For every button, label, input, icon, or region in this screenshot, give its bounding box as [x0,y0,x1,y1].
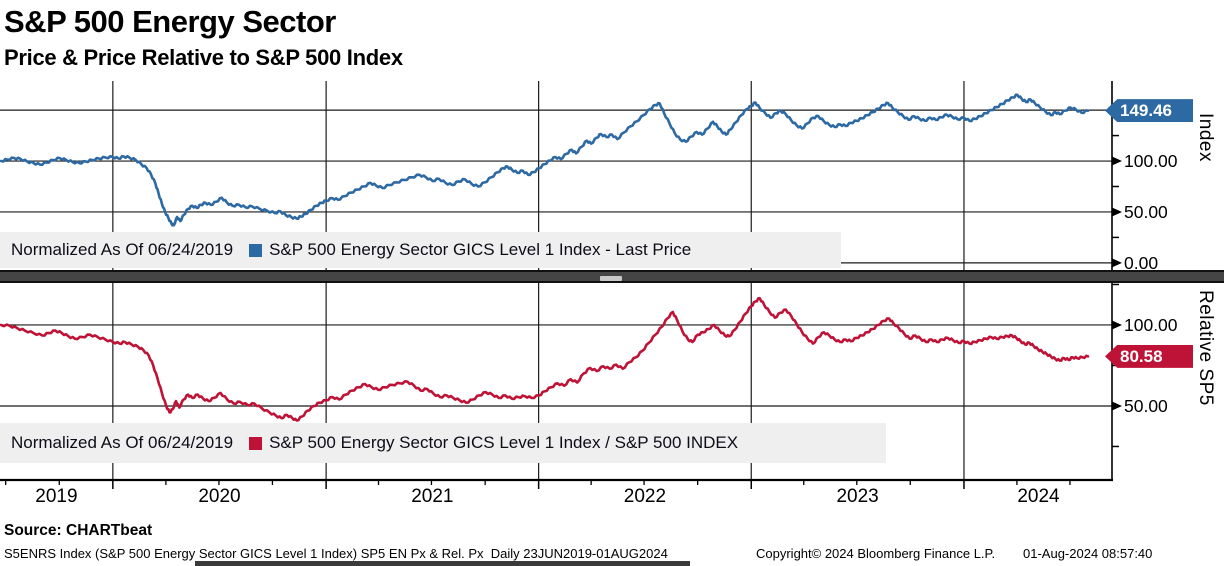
top-series-label: S&P 500 Energy Sector GICS Level 1 Index… [269,240,692,259]
copyright-notice: Copyright© 2024 Bloomberg Finance L.P. [756,546,996,561]
x-axis-year-label: 2024 [1017,486,1060,507]
source-label: Source: CHARTbeat [4,522,153,539]
x-axis-year-label: 2022 [623,486,667,507]
top-last-price-tag: 149.46 [1105,99,1193,123]
bottom-y-axis-title: Relative SP5 [1195,290,1216,406]
x-axis-year-label: 2021 [411,486,454,507]
horizontal-scrollbar[interactable] [195,561,690,566]
ticker-description: S5ENRS Index (S&P 500 Energy Sector GICS… [4,546,668,561]
timestamp: 01-Aug-2024 08:57:40 [1023,546,1153,561]
y-axis-label: 100.00 [1124,314,1178,335]
x-axis-year-label: 2023 [836,486,879,507]
footer: S5ENRS Index (S&P 500 Energy Sector GICS… [0,546,1224,562]
panel-separator [0,270,1224,283]
y-axis-label: 50.00 [1124,395,1168,416]
bottom-relative-chart [0,283,1122,489]
separator-drag-handle-icon[interactable] [600,276,622,281]
top-legend: Normalized As Of 06/24/2019 S&P 500 Ener… [0,232,841,268]
y-axis-label: 50.00 [1124,201,1168,222]
x-axis-year-label: 2020 [198,486,241,507]
bottom-normalized-note: Normalized As Of 06/24/2019 [11,433,234,452]
y-axis-label: 100.00 [1124,151,1178,172]
bottom-last-price-tag: 80.58 [1105,344,1193,368]
page-subtitle: Price & Price Relative to S&P 500 Index [4,45,403,70]
red-series-swatch-icon [249,436,263,450]
page-title: S&P 500 Energy Sector [4,4,336,39]
blue-series-swatch-icon [249,243,263,257]
bottom-legend: Normalized As Of 06/24/2019 S&P 500 Ener… [0,423,886,463]
bottom-series-label: S&P 500 Energy Sector GICS Level 1 Index… [269,433,739,452]
top-normalized-note: Normalized As Of 06/24/2019 [11,240,234,259]
y-axis-label: 0.00 [1124,252,1159,273]
top-y-axis-title: Index [1195,113,1216,162]
x-axis-year-label: 2019 [35,486,78,507]
